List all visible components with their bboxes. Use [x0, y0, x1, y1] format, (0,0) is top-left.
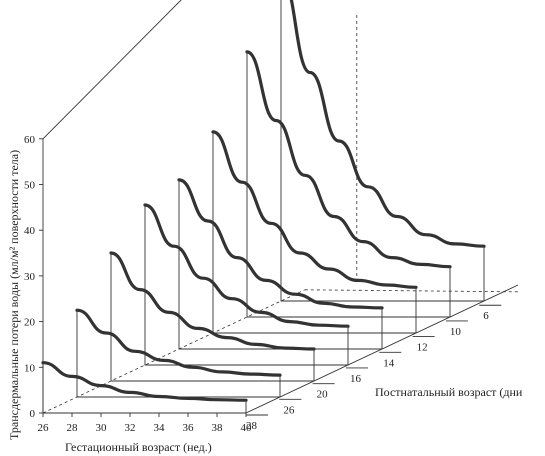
depth-tick-label: 6	[483, 310, 489, 322]
x-tick-label: 28	[67, 422, 79, 434]
depth-tick-label: 26	[283, 404, 295, 416]
x-tick-label: 36	[183, 422, 195, 434]
panel-outline	[144, 205, 349, 366]
depth-tick-label: 14	[383, 357, 395, 369]
panel-outline	[42, 362, 247, 414]
y-tick-label: 60	[24, 134, 36, 146]
y-tick-label: 20	[24, 317, 36, 329]
x-axis-title: Гестационный возраст (нед.)	[65, 440, 212, 454]
panel-outline	[178, 179, 383, 350]
series-curve	[143, 203, 350, 328]
panel-outline	[76, 310, 281, 398]
x-tick-label: 34	[154, 422, 166, 434]
series-curve	[245, 50, 452, 269]
floor-diagonal-guide	[42, 289, 305, 414]
y-tick-label: 0	[30, 408, 36, 420]
y-tick-label: 40	[24, 225, 36, 237]
depth-tick-label: 28	[246, 420, 258, 432]
wall-top-edge	[42, 0, 182, 140]
y-axis-title: Трансдермальные потери воды (мл/м² повер…	[7, 150, 21, 440]
x-tick-label: 26	[38, 422, 50, 434]
series-curve	[289, 0, 486, 248]
panel-outline	[212, 131, 417, 334]
x-tick-label: 32	[125, 422, 136, 434]
series-curve	[177, 178, 384, 310]
y-tick-label: 50	[24, 180, 36, 192]
x-tick-label: 30	[96, 422, 108, 434]
depth-tick-label: 20	[317, 389, 329, 401]
depth-tick-label: 12	[417, 342, 428, 354]
panel-outline	[280, 0, 485, 302]
panel-outline	[110, 253, 315, 382]
depth-tick-label: 10	[450, 326, 462, 338]
floor-back-guide	[304, 289, 519, 293]
x-tick-label: 40	[241, 422, 253, 434]
y-tick-label: 30	[24, 271, 36, 283]
x-tick-label: 38	[212, 422, 224, 434]
series-curve	[41, 361, 248, 402]
y-tick-label: 10	[24, 362, 36, 374]
series-curve	[211, 130, 418, 289]
z-axis-title: Постнатальный возраст (дни	[375, 385, 523, 399]
series-curve	[109, 251, 316, 351]
depth-tick-label: 16	[350, 373, 362, 385]
series-curve	[75, 308, 282, 377]
